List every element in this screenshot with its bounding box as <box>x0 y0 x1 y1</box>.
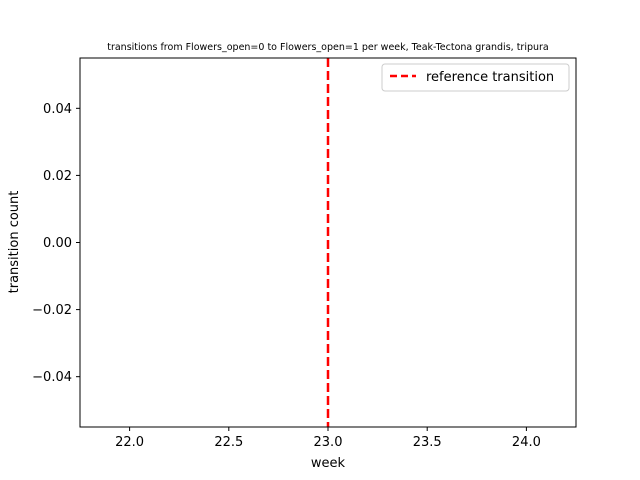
x-axis-label: week <box>311 456 346 471</box>
x-tick-label: 22.0 <box>115 435 144 450</box>
legend: reference transition <box>381 63 570 92</box>
y-axis: 0.04 0.02 0.00 −0.02 −0.04 <box>32 102 80 385</box>
x-tick-label: 22.5 <box>214 435 243 450</box>
y-tick-label: 0.00 <box>43 236 72 251</box>
y-tick-label: 0.02 <box>43 169 72 184</box>
y-axis-label: transition count <box>7 191 22 294</box>
y-tick-label: 0.04 <box>43 102 72 117</box>
x-tick-label: 24.0 <box>512 435 541 450</box>
legend-label-reference-transition: reference transition <box>426 70 554 85</box>
x-tick-label: 23.5 <box>413 435 442 450</box>
x-tick-label: 23.0 <box>314 435 343 450</box>
legend-box <box>381 63 570 92</box>
y-tick-label: −0.04 <box>32 370 72 385</box>
x-axis: 22.0 22.5 23.0 23.5 24.0 <box>115 427 541 450</box>
y-tick-label: −0.02 <box>32 303 72 318</box>
chart-title: transitions from Flowers_open=0 to Flowe… <box>107 42 549 53</box>
